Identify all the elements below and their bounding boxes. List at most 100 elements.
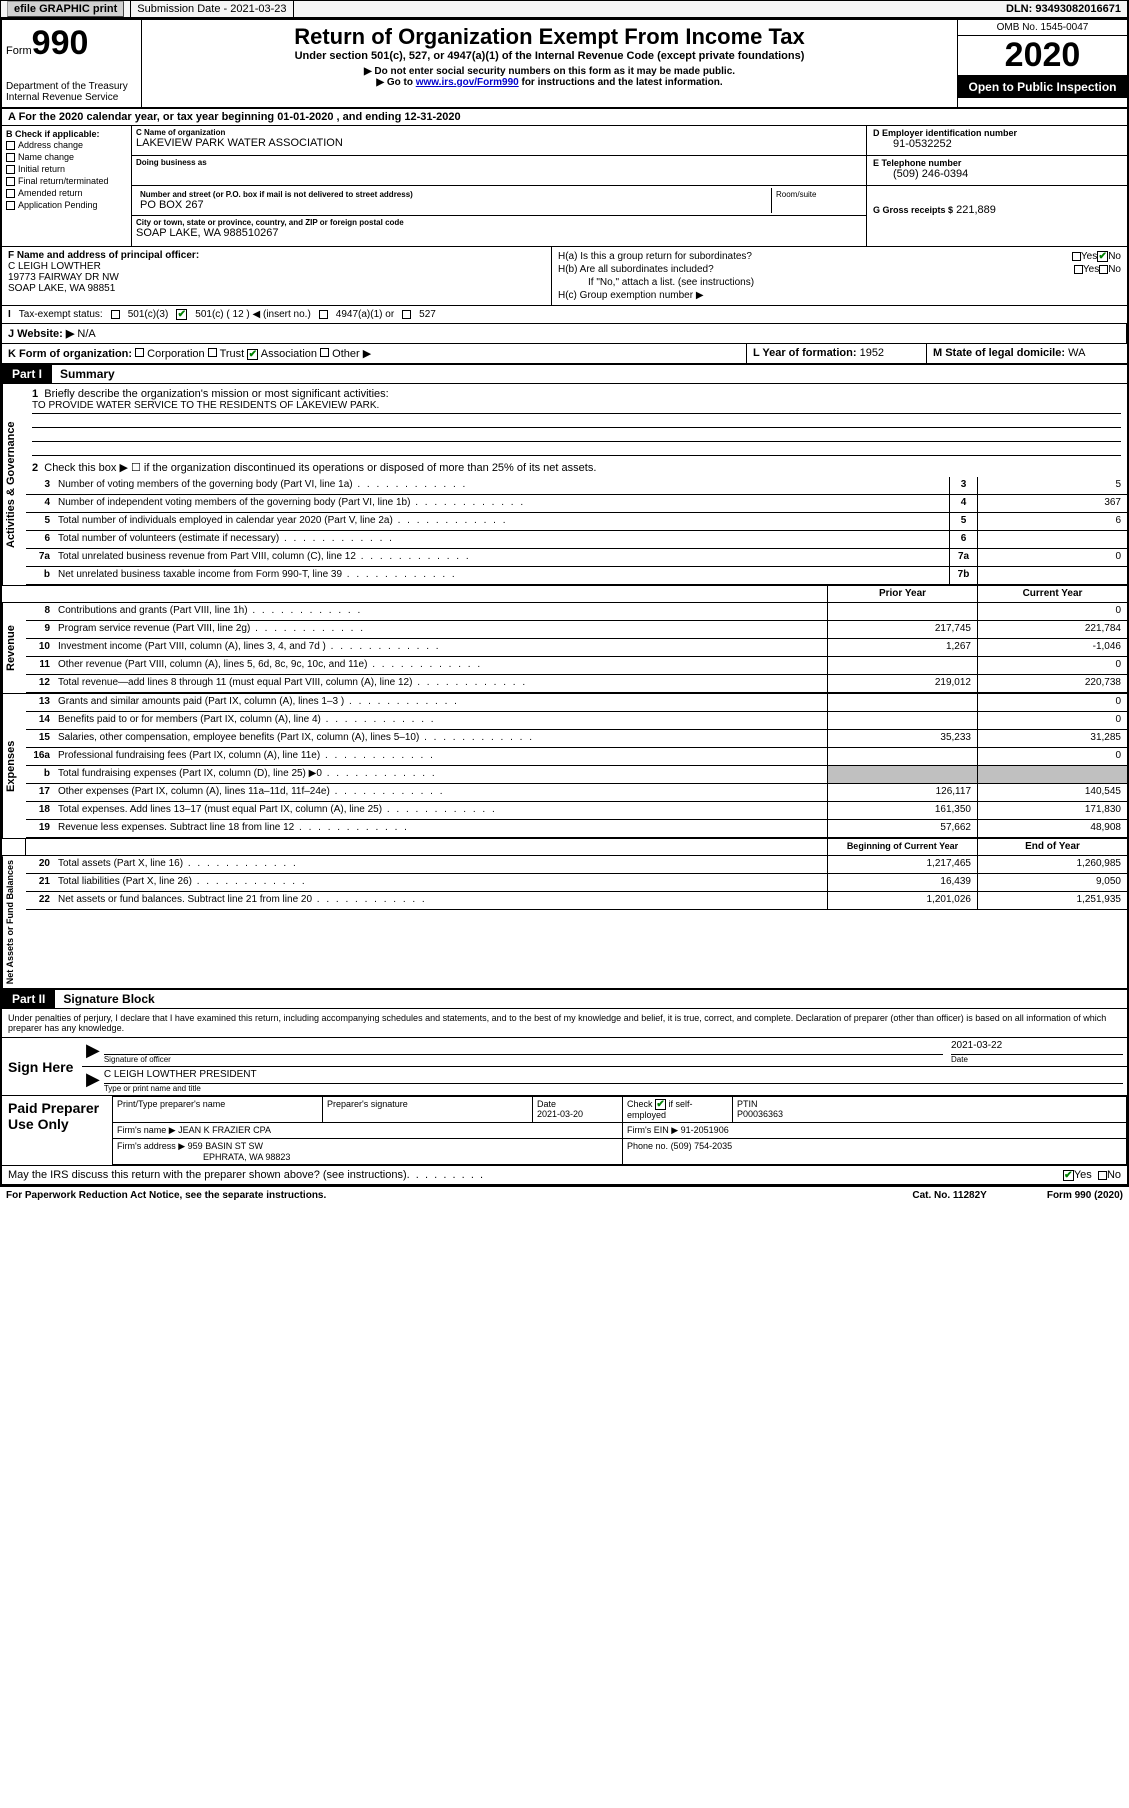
- col-c-org-info: C Name of organization LAKEVIEW PARK WAT…: [132, 126, 867, 246]
- telephone-value: (509) 246-0394: [873, 168, 1121, 180]
- exp-line-13: 13 Grants and similar amounts paid (Part…: [26, 694, 1127, 712]
- ha-yes-label: Yes: [1081, 251, 1097, 262]
- hb-yes-checkbox[interactable]: [1074, 265, 1083, 274]
- header-middle: Return of Organization Exempt From Incom…: [142, 20, 957, 107]
- checkbox-4947[interactable]: [319, 310, 328, 319]
- column-header-row-2: Beginning of Current Year End of Year: [2, 838, 1127, 856]
- telephone-label: E Telephone number: [873, 158, 1121, 168]
- discuss-row: May the IRS discuss this return with the…: [2, 1166, 1127, 1185]
- label-address-change: Address change: [18, 140, 83, 150]
- label-501c: 501(c) ( 12 ) ◀ (insert no.): [195, 309, 311, 320]
- domicile-label: M State of legal domicile:: [933, 347, 1065, 359]
- part1-tag: Part I: [2, 365, 52, 383]
- org-name: LAKEVIEW PARK WATER ASSOCIATION: [136, 137, 862, 149]
- perjury-statement: Under penalties of perjury, I declare th…: [2, 1009, 1127, 1038]
- signature-arrow-icon: ▶: [86, 1040, 104, 1064]
- prior-year-header: Prior Year: [827, 586, 977, 602]
- page-footer: For Paperwork Reduction Act Notice, see …: [0, 1187, 1129, 1204]
- exp-line-18: 18 Total expenses. Add lines 13–17 (must…: [26, 802, 1127, 820]
- net-line-21: 21 Total liabilities (Part X, line 26) 1…: [26, 874, 1127, 892]
- checkbox-application-pending[interactable]: [6, 201, 15, 210]
- street-label: Number and street (or P.O. box if mail i…: [140, 190, 767, 199]
- checkbox-527[interactable]: [402, 310, 411, 319]
- org-name-label: C Name of organization: [136, 128, 862, 137]
- paid-preparer-row: Paid Preparer Use Only Print/Type prepar…: [2, 1096, 1127, 1166]
- col-h-group: H(a) Is this a group return for subordin…: [552, 247, 1127, 305]
- expenses-label: Expenses: [2, 694, 26, 838]
- form-org-label: K Form of organization:: [8, 348, 132, 360]
- gross-receipts-label: G Gross receipts $: [873, 205, 953, 215]
- exp-line-b: b Total fundraising expenses (Part IX, c…: [26, 766, 1127, 784]
- checkbox-name-change[interactable]: [6, 153, 15, 162]
- checkbox-501c[interactable]: ✔: [176, 309, 187, 320]
- rev-line-9: 9 Program service revenue (Part VIII, li…: [26, 621, 1127, 639]
- checkbox-address-change[interactable]: [6, 141, 15, 150]
- checkbox-other[interactable]: [320, 348, 329, 357]
- label-trust: Trust: [220, 348, 245, 360]
- prep-sig-header: Preparer's signature: [323, 1097, 533, 1123]
- col-b-checkboxes: B Check if applicable: Address change Na…: [2, 126, 132, 246]
- row-k-form-org: K Form of organization: Corporation Trus…: [2, 344, 1127, 365]
- checkbox-amended-return[interactable]: [6, 189, 15, 198]
- officer-label: F Name and address of principal officer:: [8, 250, 545, 261]
- exp-line-14: 14 Benefits paid to or for members (Part…: [26, 712, 1127, 730]
- form-subtitle: Under section 501(c), 527, or 4947(a)(1)…: [148, 50, 951, 62]
- dln-cell: DLN: 93493082016671: [1000, 1, 1128, 17]
- checkbox-initial-return[interactable]: [6, 165, 15, 174]
- checkbox-trust[interactable]: [208, 348, 217, 357]
- hb-no-checkbox[interactable]: [1099, 265, 1108, 274]
- form-number: 990: [32, 24, 89, 62]
- label-4947: 4947(a)(1) or: [336, 309, 394, 320]
- hb-no-label: No: [1108, 264, 1121, 275]
- gov-line-4: 4 Number of independent voting members o…: [26, 495, 1127, 513]
- checkbox-association[interactable]: ✔: [247, 349, 258, 360]
- ha-no-checkbox[interactable]: ✔: [1097, 251, 1108, 262]
- gross-receipts-value: 221,889: [956, 204, 996, 216]
- row-fh: F Name and address of principal officer:…: [2, 247, 1127, 306]
- checkbox-501c3[interactable]: [111, 310, 120, 319]
- efile-button[interactable]: efile GRAPHIC print: [7, 1, 124, 17]
- discuss-no-checkbox[interactable]: [1098, 1171, 1107, 1180]
- discuss-yes-checkbox[interactable]: ✔: [1063, 1170, 1074, 1181]
- current-year-header: Current Year: [977, 586, 1127, 602]
- firm-ein-label: Firm's EIN ▶: [627, 1125, 678, 1135]
- ha-question: H(a) Is this a group return for subordin…: [558, 251, 1072, 262]
- label-initial-return: Initial return: [18, 164, 65, 174]
- ha-no-label: No: [1108, 251, 1121, 262]
- exp-line-17: 17 Other expenses (Part IX, column (A), …: [26, 784, 1127, 802]
- row-bcd: B Check if applicable: Address change Na…: [2, 126, 1127, 247]
- year-formation-value: 1952: [860, 347, 884, 359]
- website-value: N/A: [77, 328, 95, 340]
- irs-link[interactable]: www.irs.gov/Form990: [416, 77, 519, 88]
- self-employed-checkbox[interactable]: ✔: [655, 1099, 666, 1110]
- form-container: Form990 Department of the Treasury Inter…: [0, 18, 1129, 1187]
- prep-date-header: Date: [537, 1099, 556, 1109]
- firm-addr-label: Firm's address ▶: [117, 1141, 185, 1151]
- ha-yes-checkbox[interactable]: [1072, 252, 1081, 261]
- governance-section: Activities & Governance 1 Briefly descri…: [2, 384, 1127, 585]
- label-corporation: Corporation: [147, 348, 204, 360]
- sign-here-row: Sign Here ▶ Signature of officer 2021-03…: [2, 1038, 1127, 1096]
- revenue-label: Revenue: [2, 603, 26, 693]
- column-header-row-1: Prior Year Current Year: [2, 585, 1127, 603]
- officer-city: SOAP LAKE, WA 98851: [8, 283, 545, 294]
- firm-name-label: Firm's name ▶: [117, 1125, 176, 1135]
- mission-blank-3: [32, 442, 1121, 456]
- mission-prompt: Briefly describe the organization's miss…: [44, 388, 388, 400]
- submission-label: Submission Date: [137, 3, 220, 15]
- ein-value: 91-0532252: [873, 138, 1121, 150]
- prep-date-value: 2021-03-20: [537, 1109, 583, 1119]
- firm-phone-label: Phone no.: [627, 1141, 668, 1151]
- governance-label: Activities & Governance: [2, 384, 26, 585]
- omb-number: OMB No. 1545-0047: [958, 20, 1127, 36]
- col-b-title: B Check if applicable:: [6, 129, 127, 139]
- paid-preparer-label: Paid Preparer Use Only: [2, 1096, 112, 1165]
- rev-line-12: 12 Total revenue—add lines 8 through 11 …: [26, 675, 1127, 693]
- label-association: Association: [261, 348, 317, 360]
- website-label: J Website: ▶: [8, 328, 74, 340]
- preparer-table: Print/Type preparer's name Preparer's si…: [112, 1096, 1127, 1165]
- firm-name-value: JEAN K FRAZIER CPA: [178, 1125, 271, 1135]
- checkbox-corporation[interactable]: [135, 348, 144, 357]
- checkbox-final-return[interactable]: [6, 177, 15, 186]
- sign-date: 2021-03-22: [951, 1040, 1123, 1054]
